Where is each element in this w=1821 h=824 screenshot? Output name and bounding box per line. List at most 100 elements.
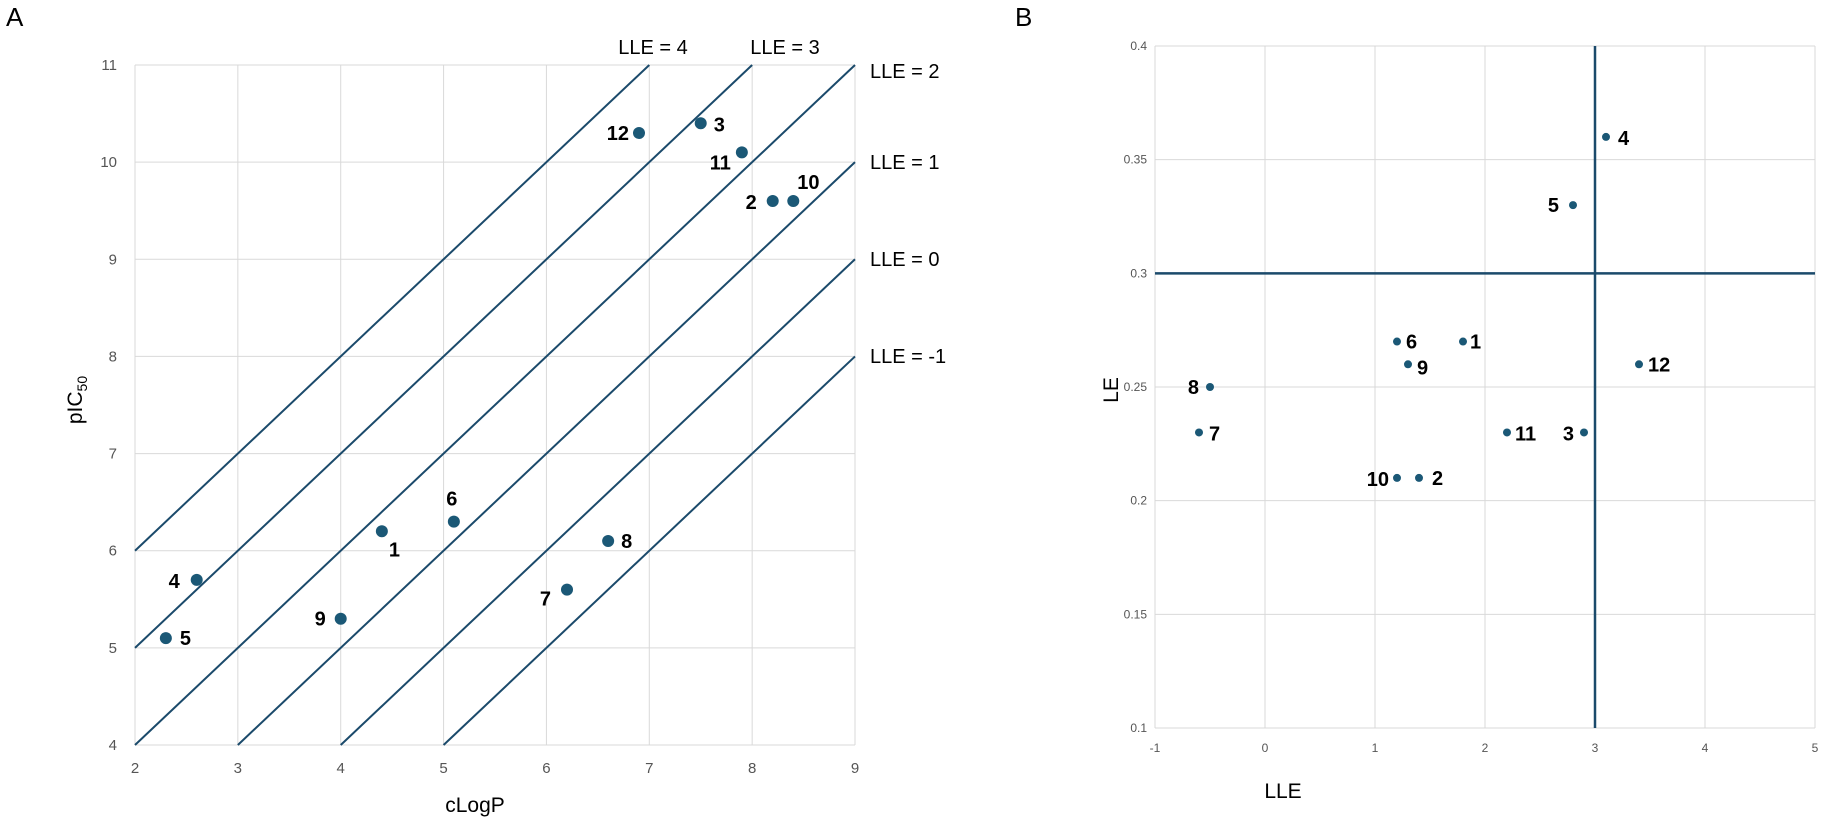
- chart-b-grid: [1154, 45, 1816, 729]
- chart-b-point-label: 6: [1406, 332, 1417, 354]
- chart-b-point: [1206, 383, 1214, 391]
- chart-a-lle-line: [134, 64, 856, 746]
- chart-b-point: [1415, 473, 1423, 482]
- chart-a-point-label: 10: [797, 172, 819, 194]
- chart-a-x-tick-label: 2: [131, 760, 139, 777]
- chart-a-grid: [134, 64, 856, 746]
- chart-a-x-tick-label: 7: [645, 760, 653, 777]
- chart-b-tick-labels: -1 0 1 2 3 4 5 0.1 0.15 0.2 0.25 0.3 0.35 0.4: [1124, 39, 1819, 755]
- chart-b-point: [1459, 337, 1467, 346]
- chart-a-point-label: 1: [389, 539, 400, 561]
- chart-a-y-tick-label: 8: [109, 348, 117, 365]
- chart-b-point-label: 7: [1209, 423, 1220, 445]
- chart-b-point-label: 10: [1367, 469, 1389, 491]
- chart-b-point-label: 3: [1563, 423, 1574, 445]
- chart-a-x-tick-label: 6: [542, 760, 550, 777]
- chart-a-x-tick-label: 8: [748, 760, 756, 777]
- panel-b-letter: B: [1015, 2, 1033, 32]
- chart-b-point-label: 4: [1618, 128, 1630, 150]
- chart-b-y-tick-label: 0.3: [1130, 266, 1147, 280]
- chart-a-point: [447, 515, 460, 528]
- chart-a-point: [787, 195, 800, 207]
- chart-a-point: [735, 146, 748, 159]
- chart-a-point: [375, 525, 388, 538]
- chart-b-y-tick-label: 0.15: [1124, 607, 1148, 621]
- chart-b-y-tick-label: 0.2: [1130, 494, 1147, 508]
- chart-a-point-label: 3: [714, 114, 725, 136]
- chart-a-points: [159, 117, 800, 645]
- chart-a-lle-label: LLE = 3: [750, 37, 820, 59]
- chart-b-point: [1404, 360, 1412, 369]
- chart-a-y-tick-label: 11: [101, 57, 117, 74]
- chart-a-point-label: 12: [607, 123, 629, 145]
- chart-b-point-label: 2: [1432, 468, 1443, 490]
- chart-b-point-label: 5: [1548, 195, 1559, 217]
- chart-b-point: [1503, 428, 1511, 437]
- chart-b-x-tick-label: 5: [1812, 741, 1819, 755]
- chart-a-y-axis-title: pIC50: [64, 376, 90, 424]
- chart-a-x-axis-title: cLogP: [445, 794, 505, 817]
- chart-b-reference-lines: [1155, 46, 1815, 728]
- chart-a-x-tick-label: 3: [234, 760, 242, 777]
- chart-a-point-label: 6: [446, 489, 457, 511]
- chart-a-y-tick-label: 9: [109, 251, 117, 268]
- chart-a-lle-label: LLE = 0: [870, 249, 940, 271]
- chart-b-x-tick-label: 4: [1702, 741, 1709, 755]
- chart-b-x-tick-label: 0: [1262, 741, 1269, 755]
- chart-a-tick-labels: 2 3 4 5 6 7 8 9 4 5 6 7 8 9 10 11: [100, 57, 859, 777]
- chart-b-point: [1393, 473, 1401, 482]
- chart-a-y-tick-label: 5: [109, 640, 117, 657]
- chart-a-point-label: 8: [621, 531, 632, 553]
- chart-b-point: [1195, 428, 1203, 437]
- chart-b-x-tick-label: 1: [1372, 741, 1379, 755]
- chart-a-lle-label: LLE = -1: [870, 346, 946, 368]
- chart-b-y-axis-title: LE: [1100, 377, 1123, 403]
- chart-b-point-label: 9: [1417, 357, 1428, 379]
- chart-b-y-tick-label: 0.25: [1124, 380, 1148, 394]
- chart-a-y-tick-label: 10: [100, 154, 117, 171]
- chart-a-lle-line: [237, 161, 856, 746]
- chart-b-y-tick-label: 0.1: [1130, 721, 1147, 735]
- chart-a-point: [633, 127, 645, 139]
- chart-a-point: [159, 632, 172, 645]
- chart-a-x-tick-label: 5: [439, 760, 447, 777]
- chart-a-point: [190, 573, 203, 586]
- chart-a-point-label: 11: [710, 152, 731, 174]
- chart-a-lle-line: [442, 355, 856, 746]
- chart-a-point-label: 9: [315, 609, 326, 631]
- chart-b-x-tick-label: -1: [1150, 741, 1161, 755]
- chart-b-y-tick-label: 0.4: [1130, 39, 1147, 53]
- chart-b-le-vs-lle: -1 0 1 2 3 4 5 0.1 0.15 0.2 0.25 0.3 0.35 0.4 1 2 3 4 5 6 7…: [1100, 39, 1819, 803]
- chart-a-point-label: 7: [540, 589, 551, 611]
- chart-b-point: [1393, 337, 1401, 346]
- chart-b-y-tick-label: 0.35: [1124, 153, 1148, 167]
- chart-a-y-tick-label: 7: [109, 446, 117, 463]
- panel-a-letter: A: [6, 2, 24, 32]
- chart-a-point-label: 5: [180, 628, 191, 650]
- chart-a-x-tick-label: 9: [851, 760, 859, 777]
- chart-a-point: [602, 535, 615, 547]
- chart-a-lle-line: [134, 64, 650, 552]
- chart-a-point-label: 2: [746, 192, 757, 214]
- chart-a-lle-line: [340, 258, 856, 746]
- chart-a-point: [766, 195, 779, 207]
- chart-a-y-tick-label: 4: [109, 737, 117, 754]
- chart-a-lle-label: LLE = 1: [870, 152, 940, 174]
- chart-b-point-label: 1: [1470, 332, 1481, 354]
- chart-a-lle-label: LLE = 4: [618, 37, 688, 59]
- chart-a-point-label: 4: [169, 571, 181, 593]
- chart-a-lle-label: LLE = 2: [870, 61, 940, 83]
- chart-b-point-label: 8: [1188, 377, 1199, 399]
- chart-b-points: [1195, 132, 1643, 482]
- chart-a-x-tick-label: 4: [337, 760, 345, 777]
- chart-b-point: [1580, 428, 1588, 437]
- chart-b-point: [1635, 360, 1643, 369]
- chart-a-lle-line: [134, 64, 753, 649]
- chart-b-point-label: 11: [1515, 423, 1536, 445]
- chart-a-lle-lines: [134, 64, 856, 746]
- chart-a-y-axis-title-main: pIC: [64, 391, 87, 424]
- chart-b-x-axis-title: LLE: [1264, 780, 1301, 803]
